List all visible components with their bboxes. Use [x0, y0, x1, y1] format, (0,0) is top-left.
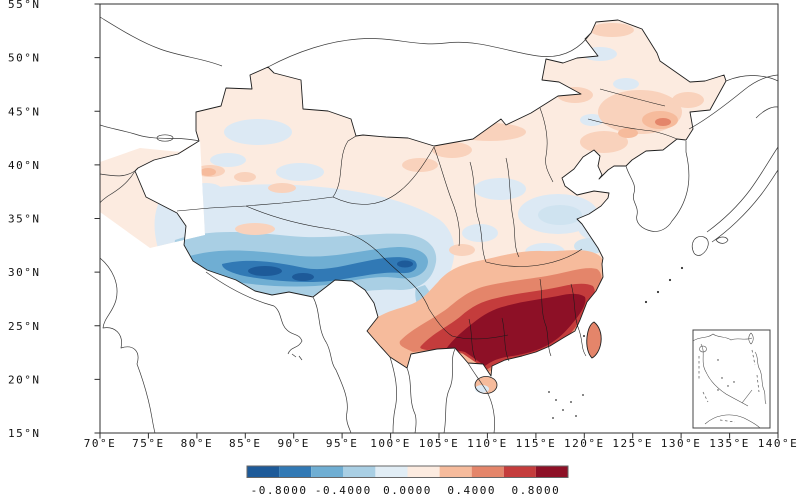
lat-tick-label: 20°N	[8, 373, 41, 386]
contour-region	[179, 140, 189, 146]
contour-region	[580, 131, 628, 153]
lon-tick-label: 70°E	[84, 437, 117, 450]
contour-region	[397, 260, 413, 268]
colorbar-cell	[311, 466, 344, 478]
island-dots	[548, 266, 684, 419]
lon-tick-label: 95°E	[326, 437, 359, 450]
contour-region	[292, 273, 314, 281]
lon-tick-label: 130°E	[661, 437, 702, 450]
inset-frame	[692, 329, 771, 429]
contour-region	[462, 224, 498, 242]
contour-region	[474, 178, 526, 200]
inset-nine-dash-line	[698, 349, 760, 423]
lon-tick-label: 85°E	[229, 437, 262, 450]
colorbar-tick-label: 0.4000	[447, 484, 496, 497]
colorbar-cell	[343, 466, 376, 478]
lon-tick-label: 100°E	[370, 437, 411, 450]
lat-tick-label: 40°N	[8, 159, 41, 172]
colorbar-cell	[407, 466, 440, 478]
contour-region	[200, 168, 216, 176]
contour-region	[583, 47, 617, 61]
lon-tick-label: 115°E	[516, 437, 557, 450]
colorbar-cell	[279, 466, 312, 478]
neighboring-country-borders	[100, 16, 778, 433]
contour-region	[181, 141, 187, 145]
colorbar-tick-label: 0.8000	[512, 484, 561, 497]
contour-region	[590, 23, 634, 37]
contour-region	[618, 128, 638, 138]
lon-tick-label: 140°E	[758, 437, 799, 450]
colorbar-cell	[247, 466, 280, 478]
lat-tick-marks	[94, 3, 100, 434]
contour-region	[557, 87, 593, 103]
contour-region	[538, 205, 582, 225]
contour-region	[168, 140, 192, 152]
colorbar-border	[246, 465, 569, 478]
lat-tick-label: 50°N	[8, 52, 41, 65]
colorbar-cell	[439, 466, 472, 478]
hainan-island	[474, 376, 498, 394]
contour-region	[672, 92, 704, 108]
lat-tick-label: 45°N	[8, 105, 41, 118]
lon-tick-label: 120°E	[564, 437, 605, 450]
contour-region	[268, 183, 296, 193]
contour-region	[276, 163, 324, 181]
contour-region	[432, 142, 472, 158]
lon-tick-label: 90°E	[277, 437, 310, 450]
lon-axis-labels: 70°E 75°E 80°E 85°E 90°E 95°E 100°E 105°…	[84, 437, 799, 450]
colorbar-tick-label: -0.4000	[315, 484, 372, 497]
contour-region	[222, 257, 417, 283]
colorbar-cell	[471, 466, 504, 478]
contour-region	[210, 153, 246, 167]
lon-tick-marks	[99, 433, 779, 439]
lon-tick-label: 75°E	[132, 437, 165, 450]
lat-tick-label: 15°N	[8, 427, 41, 440]
contour-region	[445, 293, 586, 366]
contour-region	[320, 196, 360, 212]
contour-regions	[100, 20, 726, 376]
contour-region	[449, 244, 475, 256]
colorbar-cell	[503, 466, 536, 478]
lat-tick-label: 30°N	[8, 266, 41, 279]
inset-island-dots	[717, 359, 735, 391]
contour-region	[454, 123, 526, 141]
colorbar: -0.8000 -0.4000 0.0000 0.4000 0.8000	[246, 465, 569, 497]
lat-tick-label: 35°N	[8, 213, 41, 226]
colorbar-cell	[535, 466, 568, 478]
contour-region	[655, 118, 671, 126]
colorbar-tick-label: 0.0000	[383, 484, 432, 497]
lon-tick-label: 125°E	[612, 437, 653, 450]
colorbar-tick-label: -0.8000	[251, 484, 308, 497]
province-borders	[176, 88, 678, 362]
lat-tick-label: 55°N	[8, 0, 41, 11]
contour-region	[224, 119, 292, 145]
contour-region	[234, 172, 256, 182]
contour-region	[235, 223, 275, 235]
china-outline	[134, 19, 727, 377]
contour-region	[578, 214, 630, 242]
colorbar-labels: -0.8000 -0.4000 0.0000 0.4000 0.8000	[251, 484, 561, 497]
lat-tick-label: 25°N	[8, 320, 41, 333]
lon-tick-label: 80°E	[181, 437, 214, 450]
lon-tick-label: 110°E	[467, 437, 508, 450]
contour-region	[402, 158, 438, 172]
taiwan-island	[586, 321, 602, 359]
inset-coastlines	[692, 332, 767, 429]
south-china-sea-inset	[692, 329, 771, 429]
lon-tick-label: 105°E	[419, 437, 460, 450]
contour-region	[190, 183, 222, 197]
map-boundaries	[100, 16, 778, 433]
lat-axis-labels: 55°N 50°N 45°N 40°N 35°N 30°N 25°N 20°N …	[8, 0, 41, 440]
contour-region	[248, 266, 282, 276]
contour-region	[613, 78, 639, 90]
lon-tick-label: 135°E	[709, 437, 750, 450]
colorbar-cell	[375, 466, 408, 478]
